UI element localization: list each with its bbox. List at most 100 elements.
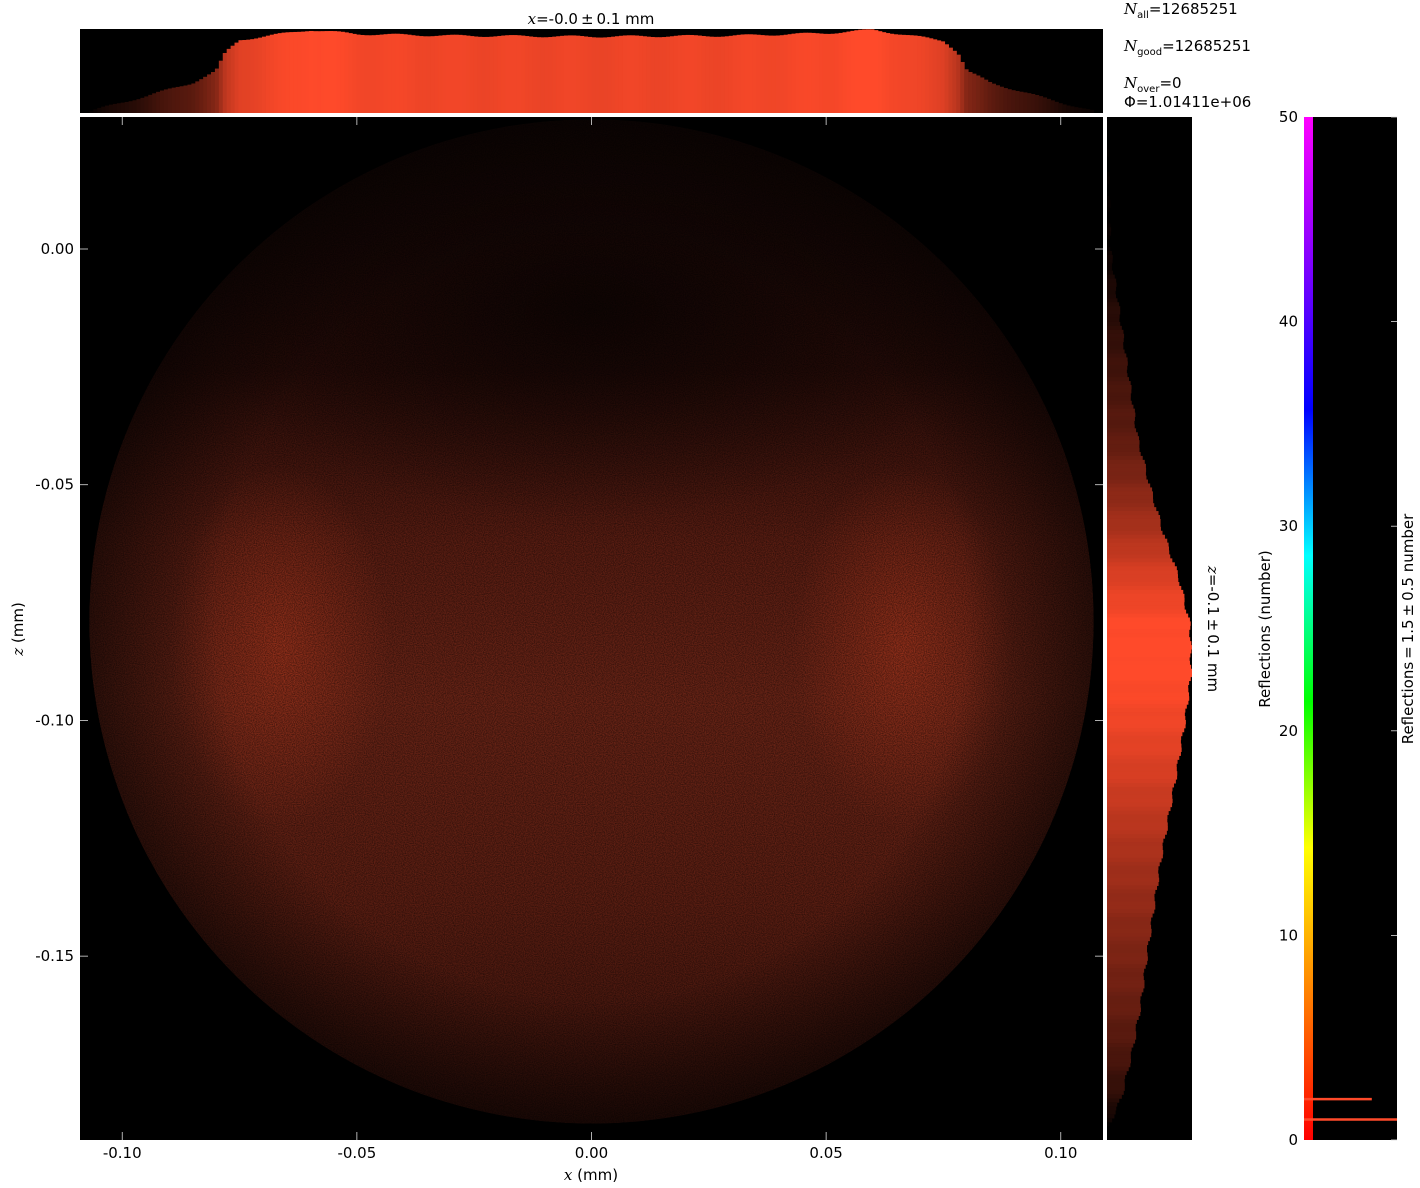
x-profile-bar xyxy=(677,35,683,113)
z-profile-bar xyxy=(1107,408,1135,414)
z-profile-bar xyxy=(1107,593,1185,599)
x-profile-bar xyxy=(575,35,581,114)
x-profile-bar xyxy=(1038,96,1044,113)
z-profile-label: z=-0.1 ± 0.1 mm xyxy=(1204,565,1222,692)
x-profile-bar xyxy=(783,34,789,113)
x-profile-bar xyxy=(187,84,192,113)
x-profile-title: x=-0.0 ± 0.1 mm xyxy=(528,10,655,28)
z-profile-bar xyxy=(1107,652,1191,658)
x-tick-labels: -0.10 -0.05 0.00 0.05 0.10 xyxy=(103,1144,1078,1162)
x-profile-bar xyxy=(791,33,796,113)
x-profile-bar xyxy=(885,33,891,114)
z-profile-bar xyxy=(1107,1031,1137,1036)
z-profile-bar xyxy=(1107,881,1159,886)
z-profile-bar xyxy=(1107,1102,1118,1107)
z-profile-bar xyxy=(1107,968,1145,973)
z-profile-bar xyxy=(1107,786,1173,792)
x-profile-bar xyxy=(544,37,549,113)
z-profile-bar xyxy=(1107,262,1112,268)
z-profile-bar xyxy=(1107,282,1117,287)
z-profile-bar xyxy=(1107,538,1168,544)
z-profile-bar xyxy=(1107,649,1192,654)
x-profile-bar xyxy=(371,35,377,113)
z-profile-bar xyxy=(1107,838,1164,843)
z-profile-bar xyxy=(1107,463,1146,469)
z-profile-bar xyxy=(1107,585,1182,591)
x-profile-bar xyxy=(740,34,745,114)
x-profile-bar xyxy=(760,35,765,114)
x-profile-bar xyxy=(928,38,934,114)
z-profile-bar xyxy=(1107,518,1161,524)
x-profile-bar xyxy=(312,31,318,113)
x-profile-bar xyxy=(709,36,714,114)
z-profile-bar xyxy=(1107,960,1148,965)
x-profile-bar xyxy=(846,31,851,114)
z-profile-bar xyxy=(1107,980,1145,985)
z-profile-bar xyxy=(1107,696,1190,701)
z-profile-bar xyxy=(1107,172,1110,177)
x-profile-bar xyxy=(936,40,942,113)
z-profile-bar xyxy=(1107,333,1125,339)
x-profile-bar xyxy=(736,34,742,114)
x-profile-bar xyxy=(701,35,706,114)
x-profile-bar xyxy=(89,110,94,113)
z-profile-bar xyxy=(1107,822,1168,827)
z-profile-bar xyxy=(1107,976,1144,981)
x-profile-bar xyxy=(462,35,467,113)
x-profile-bar xyxy=(771,35,777,114)
z-profile-bar xyxy=(1107,865,1159,871)
x-profile-bar xyxy=(693,35,698,113)
x-profile-bar xyxy=(944,44,949,113)
z-profile-bar xyxy=(1107,1062,1131,1068)
z-profile-bar xyxy=(1107,767,1177,772)
z-profile-bar xyxy=(1107,412,1136,418)
x-profile-bar xyxy=(93,109,98,113)
z-profile-bar xyxy=(1107,1098,1120,1103)
z-profile-bar xyxy=(1107,999,1141,1005)
z-profile-bar xyxy=(1107,345,1124,351)
z-profile-bar xyxy=(1107,381,1131,386)
x-profile-bar xyxy=(356,34,361,113)
z-profile-bar xyxy=(1107,207,1110,213)
x-profile-bar xyxy=(607,37,612,114)
z-profile-bar xyxy=(1107,266,1112,272)
x-profile-bar xyxy=(622,35,628,113)
x-profile-bar xyxy=(728,35,734,113)
z-profile-bar xyxy=(1107,684,1189,689)
x-profile-bar xyxy=(991,83,997,113)
x-profile-bar xyxy=(669,36,675,113)
z-profile-bar xyxy=(1107,479,1148,484)
x-profile-bar xyxy=(324,31,330,114)
z-profile-bar xyxy=(1107,897,1155,902)
z-tick-label: -0.15 xyxy=(35,947,74,965)
x-profile-bar xyxy=(258,37,263,113)
z-profile-bar xyxy=(1107,183,1109,189)
z-profile-bar xyxy=(1107,317,1120,323)
x-profile-bar xyxy=(234,42,239,113)
x-profile-bar xyxy=(136,99,141,113)
z-profile-bar xyxy=(1107,444,1140,449)
x-profile-bar xyxy=(999,86,1004,113)
x-profile-bar xyxy=(532,36,538,113)
x-profile-bar xyxy=(1015,91,1020,113)
x-profile-bar xyxy=(497,35,502,113)
stat-n-all: Nall=12685251 xyxy=(1123,0,1238,21)
z-profile-bar xyxy=(1107,325,1122,331)
z-profile-bar xyxy=(1107,203,1111,209)
x-profile-bar xyxy=(795,33,800,113)
z-profile-bar xyxy=(1107,250,1112,256)
z-profile-bar xyxy=(1107,948,1147,953)
x-profile-bar xyxy=(261,36,267,113)
z-profile-bar xyxy=(1107,1015,1139,1020)
x-profile-bar xyxy=(528,36,534,113)
z-profile-bar xyxy=(1107,885,1158,890)
x-profile-bar xyxy=(642,36,647,113)
z-profile-bar xyxy=(1107,562,1175,567)
z-profile-bar xyxy=(1107,952,1148,957)
x-profile-bar xyxy=(842,32,847,113)
z-profile-bar xyxy=(1107,455,1143,461)
z-profile-bar xyxy=(1107,830,1167,835)
z-profile-bar xyxy=(1107,688,1189,693)
z-profile-bar xyxy=(1107,511,1159,516)
